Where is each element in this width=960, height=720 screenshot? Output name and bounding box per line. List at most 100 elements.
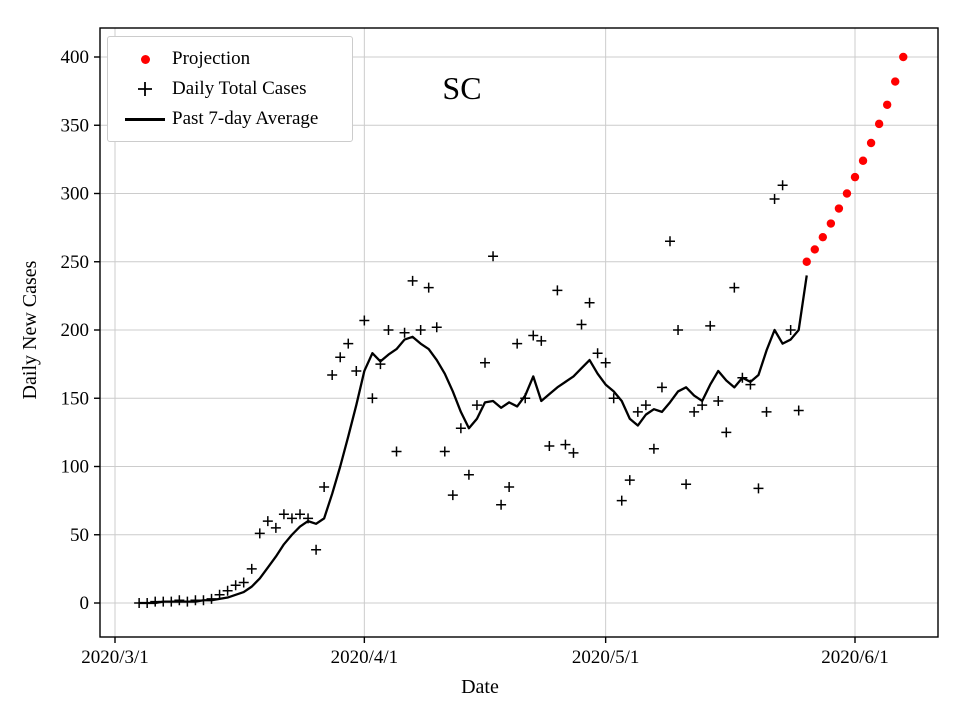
projection-dot	[810, 245, 819, 254]
plus-marker	[423, 282, 434, 293]
plus-marker	[182, 596, 193, 607]
plus-marker	[528, 330, 539, 341]
plus-marker	[721, 427, 732, 438]
plus-marker	[198, 595, 209, 606]
projection-dot	[891, 77, 900, 86]
plus-marker	[689, 406, 700, 417]
plus-marker	[592, 348, 603, 359]
projection-dot	[834, 204, 844, 213]
y-tick-label: 200	[61, 320, 90, 341]
plus-marker	[761, 406, 772, 417]
plus-marker	[311, 544, 322, 555]
projection-dot-icon	[118, 54, 172, 64]
projection-dot	[882, 100, 892, 109]
plus-marker	[512, 338, 523, 349]
x-tick-label: 2020/3/1	[81, 647, 149, 668]
projection-dot	[874, 119, 884, 129]
plus-marker	[399, 327, 410, 338]
plus-marker	[544, 441, 555, 452]
legend: Projection Daily Total Cases Past 7-day …	[107, 36, 353, 142]
plus-marker	[439, 446, 450, 457]
y-tick-label: 250	[61, 252, 90, 273]
legend-item-past-7day-average: Past 7-day Average	[118, 104, 342, 134]
y-axis-label: Daily New Cases	[19, 260, 41, 400]
plus-marker	[600, 357, 611, 368]
projection-dot	[818, 232, 828, 242]
legend-item-projection: Projection	[118, 44, 342, 74]
plus-marker	[584, 297, 595, 308]
plus-marker	[246, 563, 257, 574]
projection-dot	[899, 52, 908, 62]
plus-marker	[278, 509, 289, 520]
plus-marker	[407, 275, 418, 286]
projection-dot	[866, 138, 876, 148]
average-line-icon	[118, 117, 172, 121]
plus-marker	[640, 400, 651, 411]
plus-marker	[681, 479, 692, 490]
axis-ticks: 0 50 100 150 200 250 300 350 400 2020/3/1 2020/4/1…	[61, 47, 889, 668]
plus-marker	[471, 400, 482, 411]
daily-total-cases-series	[134, 180, 804, 608]
plus-marker	[737, 372, 748, 383]
plus-marker	[375, 359, 386, 370]
plus-marker	[431, 322, 442, 333]
projection-dot	[842, 189, 852, 198]
plus-marker	[455, 423, 466, 434]
plus-marker	[616, 495, 627, 506]
plus-marker	[295, 509, 305, 520]
plus-marker	[447, 490, 458, 501]
y-tick-label: 0	[80, 593, 90, 614]
plus-marker	[343, 338, 354, 349]
plus-marker	[608, 393, 619, 404]
plus-marker	[254, 528, 265, 539]
y-tick-label: 100	[61, 457, 90, 478]
plus-marker-icon	[118, 81, 172, 97]
y-tick-label: 150	[61, 388, 90, 409]
plus-marker	[206, 593, 217, 604]
plus-marker	[745, 379, 756, 390]
plus-marker	[576, 319, 587, 330]
plus-marker	[327, 370, 338, 381]
plus-marker	[713, 395, 724, 406]
x-tick-label: 2020/4/1	[331, 647, 399, 668]
plus-marker	[230, 580, 241, 591]
legend-item-daily-total-cases: Daily Total Cases	[118, 74, 342, 104]
plus-marker	[632, 406, 643, 417]
plus-marker	[785, 325, 796, 335]
plus-marker	[705, 320, 716, 331]
plus-marker	[753, 483, 764, 494]
plus-marker	[214, 589, 225, 600]
chart-title: SC	[442, 70, 482, 106]
plus-marker	[560, 439, 571, 450]
plus-marker	[463, 469, 474, 480]
x-tick-label: 2020/5/1	[572, 647, 640, 668]
plus-marker	[238, 577, 249, 588]
plus-marker	[648, 443, 659, 454]
plus-marker	[166, 596, 177, 607]
plus-marker	[665, 236, 675, 247]
plot-frame	[99, 27, 939, 638]
y-tick-label: 350	[61, 115, 90, 136]
legend-label-daily-total-cases: Daily Total Cases	[172, 78, 307, 99]
plus-marker	[504, 481, 515, 492]
projection-dot	[826, 219, 836, 228]
plus-marker	[415, 325, 426, 335]
plus-marker	[520, 393, 531, 404]
plus-marker	[496, 499, 507, 510]
plus-marker	[319, 481, 330, 492]
past-7day-average-line	[139, 275, 808, 605]
plus-marker	[142, 598, 153, 608]
grid-lines	[100, 28, 938, 637]
plus-marker	[383, 325, 394, 335]
legend-label-projection: Projection	[172, 48, 251, 69]
plus-marker	[536, 335, 547, 346]
plus-marker	[769, 193, 780, 204]
plus-marker	[624, 475, 635, 486]
plus-marker	[270, 522, 281, 533]
plus-marker	[793, 405, 804, 416]
plus-marker	[351, 365, 362, 376]
projection-series	[802, 52, 908, 266]
plus-marker	[391, 446, 402, 457]
plus-marker	[262, 516, 273, 527]
